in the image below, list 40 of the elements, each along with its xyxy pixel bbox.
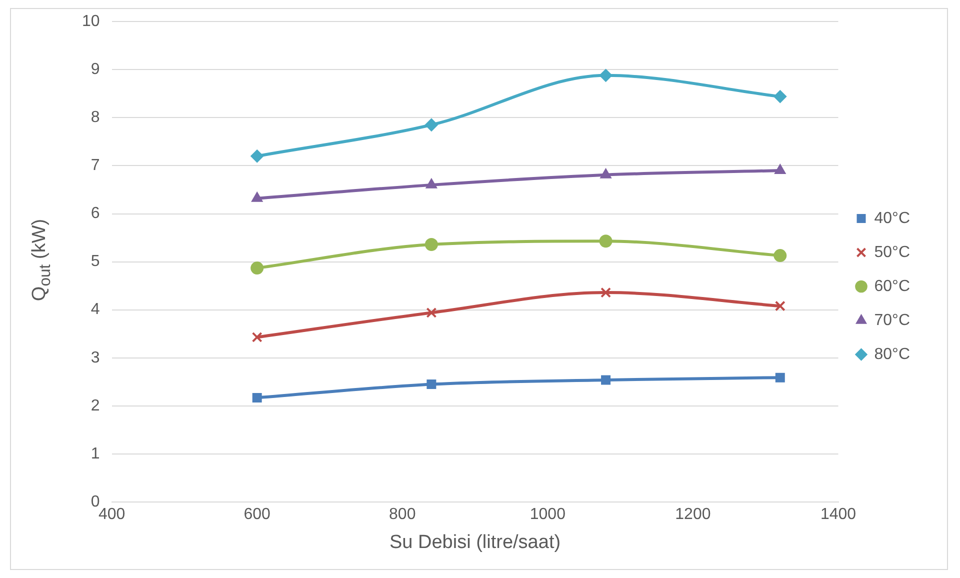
point [600,287,612,298]
x-tick-label: 400 [98,506,126,524]
y-tick-label: 7 [90,157,100,174]
point [599,234,612,248]
point [252,332,262,342]
y-tick-label: 1 [90,445,100,462]
point [424,118,438,132]
y-tick-label: 8 [90,109,100,126]
point [250,150,264,163]
x-tick-label: 1400 [820,506,856,524]
point [426,307,437,318]
point [424,238,438,252]
x-tick-label: 1000 [530,506,566,524]
y-tick-label: 6 [90,205,100,222]
x-tick-label: 1200 [675,506,711,524]
point [250,262,264,275]
y-tick-label: 2 [90,397,100,414]
legend-label: 40°C [874,210,910,227]
point [252,393,262,402]
y-tick-label: 10 [82,13,100,30]
point [774,300,786,312]
y-tick-label: 9 [90,61,100,78]
point [601,375,611,385]
x-tick-label: 600 [244,506,271,524]
y-tick-label: 4 [90,301,100,318]
point [599,68,612,82]
point [775,372,785,382]
y-tick-label: 5 [90,253,100,270]
point [774,90,787,104]
y-tick-label: 3 [90,349,100,366]
y-tick-label: 0 [90,493,100,510]
legend-label: 80°C [874,346,910,363]
point [774,249,787,262]
point [426,380,436,390]
legend-label: 50°C [874,244,910,261]
legend-label: 70°C [874,312,910,329]
point [774,164,786,174]
x-axis-title: Su Debisi (litre/saat) [389,532,561,553]
x-tick-label: 800 [389,506,416,524]
legend-label: 60°C [874,278,910,295]
